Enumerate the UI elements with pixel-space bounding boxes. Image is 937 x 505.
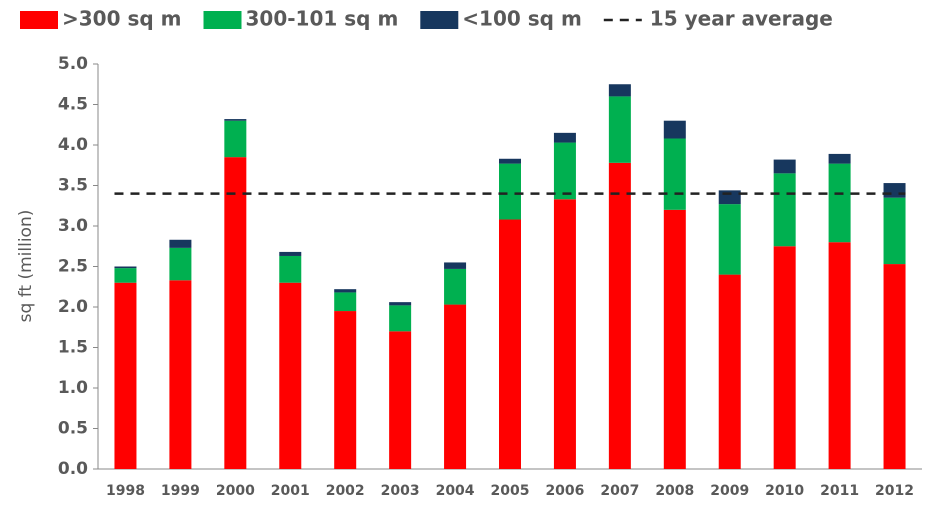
x-tick-label: 2009 [710, 483, 749, 499]
bar-segment [608, 84, 631, 97]
bar-segment [718, 274, 741, 469]
x-tick-label: 2005 [491, 483, 530, 499]
bar-segment [608, 162, 631, 469]
bar-segment [169, 280, 192, 469]
y-tick-label: 5.0 [58, 54, 88, 74]
bar-segment [883, 183, 906, 198]
bar-segment [499, 219, 521, 469]
bar-segment [499, 158, 521, 164]
bar-segment [444, 262, 467, 269]
bar-segment [773, 159, 796, 174]
x-tick-label: 2001 [271, 483, 310, 499]
bar-segment [389, 302, 412, 306]
bar-segment [334, 292, 357, 312]
legend-swatch [20, 11, 58, 29]
bar-segment [334, 311, 357, 469]
x-tick-label: 2004 [436, 483, 475, 499]
x-tick-label: 2008 [655, 483, 694, 499]
bar-segment [663, 138, 686, 210]
bar-segment [718, 204, 741, 275]
legend-swatch [203, 11, 242, 29]
bar-segment [828, 163, 851, 243]
x-tick-label: 1999 [161, 483, 200, 499]
bar-segment [279, 251, 302, 256]
bar-segment [169, 239, 192, 248]
bar-segment [553, 142, 576, 200]
y-tick-label: 4.5 [58, 95, 88, 115]
x-tick-label: 2007 [600, 483, 639, 499]
bar-segment [663, 209, 686, 470]
x-tick-label: 1998 [106, 483, 145, 499]
x-tick-label: 2011 [820, 483, 859, 499]
bar-segment [828, 242, 851, 469]
bar-segment [279, 282, 302, 469]
legend-label: 300-101 sq m [246, 7, 399, 31]
bar-segment [444, 268, 467, 305]
legend-label: <100 sq m [462, 7, 582, 31]
x-tick-label: 2003 [381, 483, 420, 499]
bar-segment [773, 173, 796, 247]
x-tick-label: 2002 [326, 483, 365, 499]
legend-swatch [420, 11, 459, 29]
legend-label: >300 sq m [62, 7, 182, 31]
bar-segment [169, 247, 192, 281]
y-tick-label: 0.5 [58, 419, 88, 439]
bar-segment [114, 266, 137, 269]
y-tick-label: 1.5 [58, 338, 88, 358]
y-axis-label: sq ft (million) [16, 210, 36, 323]
bar-segment [389, 331, 412, 469]
bar-segment [334, 289, 357, 293]
bar-segment [553, 199, 576, 469]
bar-segment [773, 246, 796, 469]
x-tick-label: 2000 [216, 483, 255, 499]
y-tick-label: 1.0 [58, 378, 88, 398]
y-tick-label: 4.0 [58, 135, 88, 155]
y-tick-label: 0.0 [58, 459, 88, 479]
y-tick-label: 2.5 [58, 257, 88, 277]
bar-segment [389, 305, 412, 332]
bar-segment [114, 268, 137, 283]
bar-segment [608, 96, 631, 163]
bar-segment [114, 282, 137, 469]
bar-segment [224, 157, 247, 469]
bar-segment [224, 119, 247, 121]
x-tick-label: 2006 [545, 483, 584, 499]
bar-segment [553, 132, 576, 143]
bar-segment [663, 120, 686, 139]
y-tick-label: 2.0 [58, 297, 88, 317]
bar-segment [224, 120, 247, 158]
bar-segment [279, 255, 302, 283]
y-tick-label: 3.0 [58, 216, 88, 236]
bar-segment [444, 304, 467, 469]
bar-segment [828, 153, 851, 164]
bar-segment [883, 264, 906, 469]
legend-label: 15 year average [650, 7, 833, 31]
x-tick-label: 2010 [765, 483, 804, 499]
x-tick-label: 2012 [875, 483, 914, 499]
bar-segment [499, 163, 521, 220]
bar-segment [883, 197, 906, 265]
y-tick-label: 3.5 [58, 176, 88, 196]
